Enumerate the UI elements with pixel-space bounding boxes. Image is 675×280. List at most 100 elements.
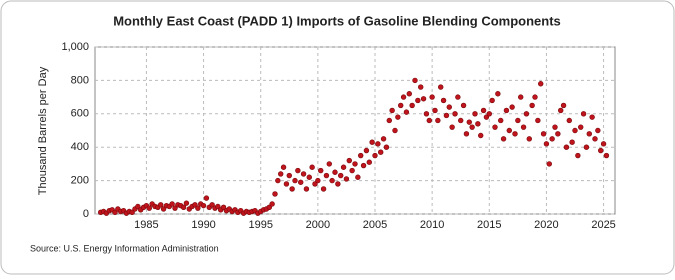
data-point <box>200 202 207 209</box>
data-point <box>366 159 372 165</box>
data-point <box>180 204 187 211</box>
data-point <box>215 203 221 210</box>
data-point <box>326 161 332 167</box>
data-point <box>283 181 290 187</box>
data-point <box>509 104 515 110</box>
y-tick-label: 200 <box>71 175 89 187</box>
data-point <box>406 91 412 97</box>
data-point <box>380 136 387 142</box>
data-point <box>469 124 475 130</box>
data-point <box>309 164 315 170</box>
data-point <box>438 84 444 90</box>
data-point <box>518 94 524 100</box>
data-point <box>543 141 550 147</box>
data-point <box>403 109 410 115</box>
data-point <box>583 144 590 150</box>
data-point <box>535 117 541 124</box>
data-point <box>500 136 507 142</box>
data-point <box>295 167 301 174</box>
data-point <box>320 186 327 192</box>
data-point <box>432 107 438 114</box>
data-point <box>449 124 455 130</box>
data-point <box>269 201 275 207</box>
data-point <box>575 152 581 159</box>
data-point <box>338 172 344 179</box>
data-point <box>475 121 481 127</box>
data-point <box>598 147 604 154</box>
data-point <box>195 205 201 211</box>
data-point <box>600 141 607 147</box>
data-point <box>455 94 461 100</box>
data-point <box>275 177 281 184</box>
data-point <box>183 200 190 206</box>
data-point <box>595 127 601 134</box>
data-point <box>529 102 535 109</box>
x-tick-label: 2025 <box>591 219 615 231</box>
data-point <box>420 96 427 102</box>
data-point <box>443 112 450 119</box>
data-point <box>466 119 472 125</box>
data-point <box>463 131 470 137</box>
x-tick-label: 2020 <box>534 219 558 231</box>
data-point <box>446 104 452 110</box>
chart-title: Monthly East Coast (PADD 1) Imports of G… <box>113 13 561 28</box>
data-point <box>303 186 310 192</box>
y-axis-label: Thousand Barrels per Day <box>37 66 49 195</box>
data-point <box>480 107 487 114</box>
data-point <box>129 209 135 216</box>
data-point <box>549 136 555 142</box>
data-point <box>112 209 118 216</box>
data-point <box>566 117 572 124</box>
data-point <box>458 117 464 124</box>
data-point <box>418 84 424 90</box>
data-point <box>503 107 510 114</box>
x-tick-label: 2010 <box>420 219 444 231</box>
data-point <box>192 202 198 208</box>
data-point <box>552 124 558 130</box>
data-point <box>378 149 384 155</box>
x-tick-label: 2015 <box>477 219 501 231</box>
data-point <box>578 124 584 130</box>
data-point <box>300 171 307 177</box>
data-point <box>363 147 370 154</box>
data-point <box>398 102 404 109</box>
y-tick-label: 600 <box>71 108 89 120</box>
data-point <box>532 94 538 100</box>
data-point <box>280 164 287 170</box>
data-point <box>172 205 178 211</box>
data-point <box>435 117 441 124</box>
data-point <box>392 127 398 134</box>
data-point <box>400 94 407 100</box>
data-point <box>558 107 564 114</box>
data-point <box>526 136 532 142</box>
data-point <box>592 136 598 142</box>
data-point <box>603 152 610 159</box>
data-point <box>323 172 330 179</box>
data-point <box>298 179 304 185</box>
data-point <box>572 127 578 134</box>
data-point <box>135 203 141 210</box>
data-point <box>506 127 512 134</box>
data-point <box>349 167 355 174</box>
data-point <box>358 152 364 159</box>
x-tick-label: 2000 <box>306 219 330 231</box>
data-point <box>312 181 318 187</box>
data-point <box>160 206 167 212</box>
data-point <box>372 152 378 159</box>
x-tick-label: 1995 <box>248 219 272 231</box>
data-point <box>383 144 390 150</box>
data-point <box>492 124 498 130</box>
data-point <box>563 144 570 150</box>
data-point <box>515 117 521 124</box>
y-tick-label: 400 <box>71 141 89 153</box>
data-point <box>272 191 278 197</box>
data-point <box>452 111 458 117</box>
x-tick-label: 2005 <box>363 219 387 231</box>
data-point <box>360 162 367 169</box>
data-point <box>278 171 284 177</box>
data-point <box>569 139 575 145</box>
data-point <box>369 139 375 145</box>
data-point <box>415 97 421 104</box>
data-point <box>538 81 544 87</box>
